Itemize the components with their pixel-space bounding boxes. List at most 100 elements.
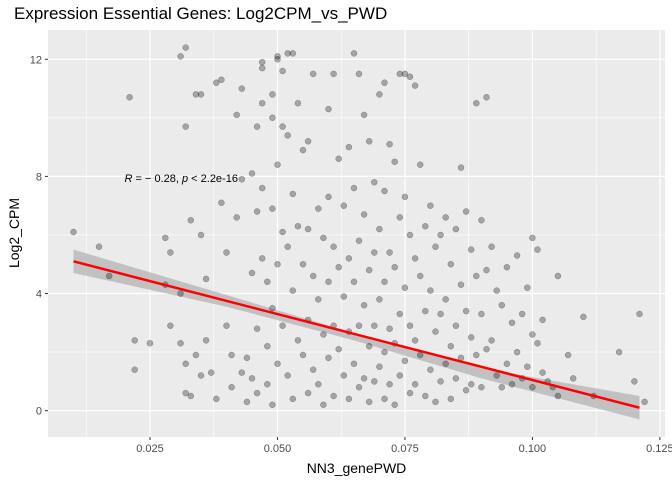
data-point <box>335 345 342 353</box>
data-point <box>284 132 291 139</box>
data-point <box>386 140 393 148</box>
y-axis-ticks: 0 4 8 12 <box>30 54 48 418</box>
data-point <box>146 340 154 347</box>
data-point <box>371 249 378 256</box>
x-tick-label: 0.050 <box>264 443 292 455</box>
data-point <box>320 234 327 242</box>
correlation-annotation: R = − 0.28, p < 2.2e-16 <box>124 173 237 185</box>
data-point <box>513 348 521 356</box>
x-tick-label: 0.025 <box>136 443 164 455</box>
data-point <box>274 161 281 168</box>
data-point <box>478 217 485 224</box>
data-point <box>508 319 516 327</box>
plot-panel <box>48 30 665 437</box>
data-point <box>513 252 521 259</box>
data-point <box>253 325 261 332</box>
data-point <box>406 322 414 329</box>
data-point <box>294 222 302 230</box>
y-tick-label: 8 <box>36 171 42 183</box>
data-point <box>340 293 348 300</box>
data-point <box>269 205 276 212</box>
data-point <box>192 91 200 98</box>
data-point <box>253 123 261 130</box>
data-point <box>269 114 276 122</box>
data-point <box>187 392 195 400</box>
data-point <box>264 342 271 350</box>
data-point <box>177 340 184 347</box>
data-point <box>396 214 404 221</box>
data-point <box>406 73 414 81</box>
data-point <box>411 381 419 388</box>
data-point <box>371 179 378 186</box>
data-point <box>218 76 225 84</box>
y-tick-label: 12 <box>30 54 42 66</box>
data-point <box>228 383 235 391</box>
data-point <box>289 190 297 198</box>
data-point <box>493 372 500 379</box>
data-point <box>615 348 623 356</box>
data-point <box>427 287 434 294</box>
data-point <box>289 50 297 57</box>
data-point <box>452 322 460 329</box>
data-point <box>330 70 337 78</box>
data-point <box>493 287 500 294</box>
data-point <box>330 392 337 400</box>
data-point <box>340 202 348 209</box>
data-point <box>508 381 516 388</box>
data-point <box>396 70 404 78</box>
data-point <box>381 278 388 286</box>
data-point <box>213 395 220 403</box>
data-point <box>422 307 429 315</box>
data-point <box>473 272 480 280</box>
regression-line <box>73 260 640 409</box>
data-point <box>411 82 419 89</box>
data-point <box>325 354 332 362</box>
data-point <box>258 58 266 66</box>
data-point <box>396 372 404 379</box>
grid-minor <box>48 30 665 437</box>
data-point <box>279 228 286 236</box>
data-point <box>365 342 373 350</box>
data-point <box>309 70 317 78</box>
data-point <box>213 79 220 86</box>
data-point <box>391 401 398 409</box>
data-point <box>360 301 368 309</box>
data-point <box>432 398 439 406</box>
data-point <box>279 322 286 329</box>
data-point <box>427 202 434 209</box>
data-point <box>309 366 317 373</box>
data-point <box>467 334 475 341</box>
data-point <box>264 278 271 286</box>
data-point <box>177 290 184 297</box>
data-point <box>197 231 205 239</box>
data-point <box>167 322 174 329</box>
data-point <box>529 383 536 391</box>
data-points <box>70 44 648 409</box>
data-point <box>355 383 363 391</box>
data-point <box>238 85 246 92</box>
data-point <box>253 208 261 215</box>
data-point <box>381 79 388 86</box>
data-point <box>452 225 460 233</box>
data-point <box>131 337 138 344</box>
data-point <box>335 263 342 271</box>
data-point <box>197 91 205 98</box>
data-point <box>269 91 276 98</box>
data-point <box>355 322 363 329</box>
data-point <box>192 351 200 359</box>
data-point <box>350 360 358 368</box>
data-point <box>360 111 368 119</box>
data-point <box>554 272 562 280</box>
data-point <box>258 64 266 72</box>
data-point <box>279 67 286 75</box>
data-point <box>539 369 546 376</box>
data-point <box>432 243 439 250</box>
data-point <box>105 272 113 280</box>
data-point <box>447 395 455 403</box>
data-point <box>462 307 470 315</box>
data-point <box>330 243 337 250</box>
data-point <box>248 170 256 177</box>
data-point <box>126 94 133 101</box>
data-point <box>462 386 470 394</box>
data-point <box>416 272 424 280</box>
